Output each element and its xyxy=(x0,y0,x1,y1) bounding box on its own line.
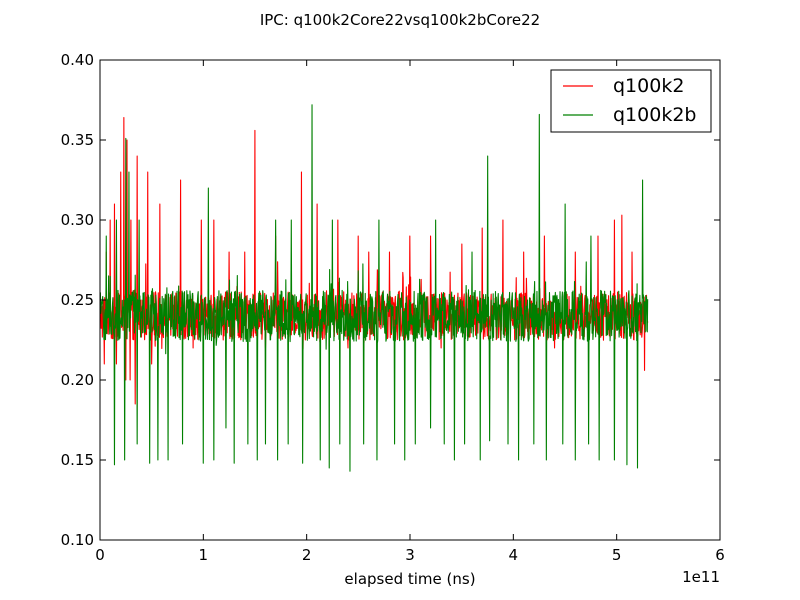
y-tick-label: 0.10 xyxy=(61,531,94,549)
legend-label-q100k2b: q100k2b xyxy=(613,104,696,126)
x-axis-offset-label: 1e11 xyxy=(682,568,720,586)
x-tick-label: 5 xyxy=(612,546,622,564)
series-line-q100k2b xyxy=(100,104,649,472)
chart-title: IPC: q100k2Core22vsq100k2bCore22 xyxy=(260,11,540,29)
x-tick-label: 4 xyxy=(509,546,519,564)
x-tick-label: 2 xyxy=(302,546,312,564)
y-tick-label: 0.30 xyxy=(61,211,94,229)
x-tick-label: 6 xyxy=(715,546,725,564)
x-tick-label: 3 xyxy=(405,546,415,564)
legend-label-q100k2: q100k2 xyxy=(613,75,684,97)
y-tick-label: 0.25 xyxy=(61,291,94,309)
series-layer xyxy=(100,104,649,472)
y-tick-label: 0.15 xyxy=(61,451,94,469)
x-tick-label: 1 xyxy=(199,546,209,564)
y-tick-label: 0.20 xyxy=(61,371,94,389)
legend-box xyxy=(550,69,712,133)
legend: q100k2 q100k2b xyxy=(550,69,712,133)
x-axis: 0 1 2 3 4 5 6 xyxy=(95,60,725,564)
x-tick-label: 0 xyxy=(95,546,105,564)
y-axis: 0.10 0.15 0.20 0.25 0.30 0.35 0.40 xyxy=(61,51,720,549)
y-tick-label: 0.35 xyxy=(61,131,94,149)
y-tick-label: 0.40 xyxy=(61,51,94,69)
x-axis-label: elapsed time (ns) xyxy=(344,570,475,588)
